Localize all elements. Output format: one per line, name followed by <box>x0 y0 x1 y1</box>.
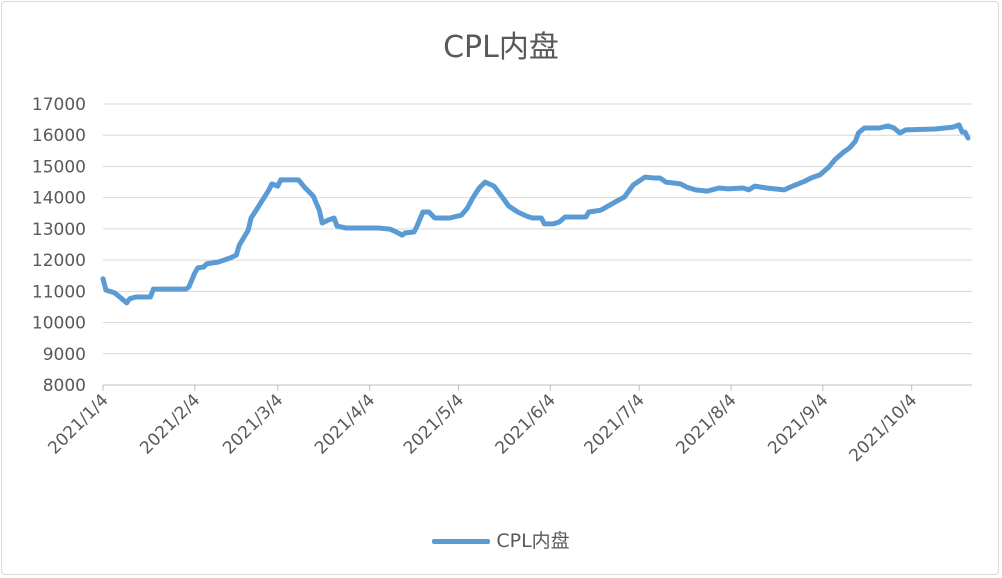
y-tick-label: 8000 <box>43 376 86 396</box>
y-tick-label: 14000 <box>32 189 86 209</box>
x-tick-label: 2021/6/4 <box>492 390 560 458</box>
x-tick-label: 2021/8/4 <box>672 390 740 458</box>
x-tick-label: 2021/9/4 <box>764 390 832 458</box>
x-tick-label: 2021/5/4 <box>400 390 468 458</box>
y-tick-label: 16000 <box>32 126 86 146</box>
x-tick-label: 2021/1/4 <box>44 390 112 458</box>
x-tick-label: 2021/4/4 <box>311 390 379 458</box>
x-tick-label: 2021/3/4 <box>219 390 287 458</box>
chart-title: CPL内盘 <box>443 30 559 65</box>
x-tick-label: 2021/7/4 <box>581 390 649 458</box>
x-tick-label: 2021/2/4 <box>136 390 204 458</box>
y-tick-label: 11000 <box>32 282 86 302</box>
x-tick-label: 2021/10/4 <box>845 390 921 466</box>
legend: CPL内盘 <box>0 526 1002 553</box>
y-tick-label: 17000 <box>32 95 86 115</box>
y-tick-label: 9000 <box>43 345 86 365</box>
legend-swatch <box>432 539 491 544</box>
series-line <box>100 122 971 306</box>
y-tick-label: 15000 <box>32 157 86 177</box>
y-tick-label: 13000 <box>32 220 86 240</box>
y-tick-label: 12000 <box>32 251 86 271</box>
legend-label: CPL内盘 <box>496 530 570 552</box>
y-tick-label: 10000 <box>32 314 86 334</box>
